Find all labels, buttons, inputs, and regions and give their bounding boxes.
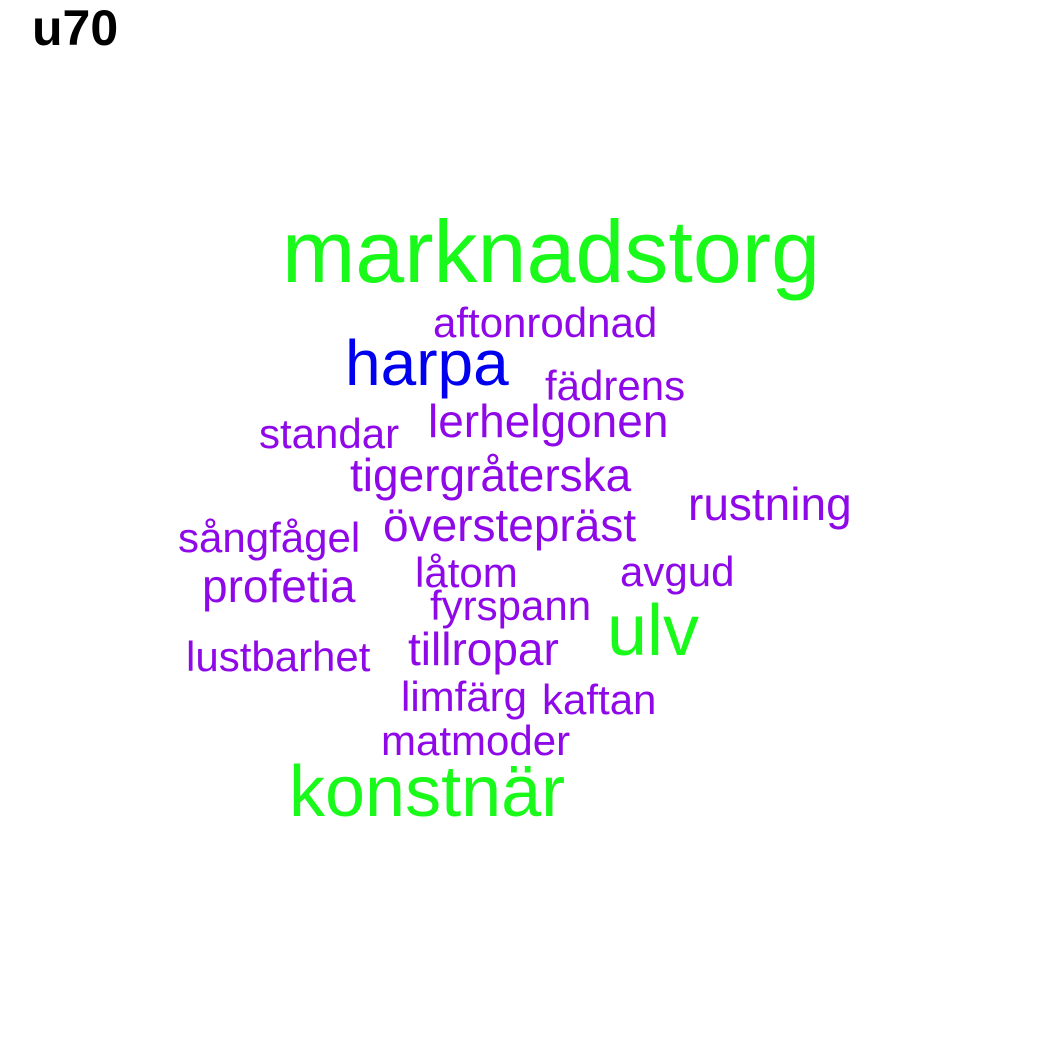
word-marknadstorg: marknadstorg [282,202,821,301]
word-latom: låtom [415,549,518,596]
word-matmoder: matmoder [381,717,571,764]
word-tillropar: tillropar [408,623,559,675]
word-aftonrodnad: aftonrodnad [433,299,658,346]
word-kaftan: kaftan [542,676,657,723]
page-title: u70 [32,0,119,56]
word-limfarg: limfärg [401,673,528,720]
word-avgud: avgud [620,548,735,595]
word-konstnar: konstnär [289,752,566,832]
word-standar: standar [259,410,400,457]
word-profetia: profetia [202,560,356,612]
word-lerhelgonen: lerhelgonen [428,395,669,447]
word-tigergraterska: tigergråterska [350,449,632,501]
word-overstepras: överstepräst [383,499,637,551]
word-ulv: ulv [607,591,700,671]
word-fyrspann: fyrspann [430,582,592,629]
word-lustbarhet: lustbarhet [186,633,371,680]
word-fadrens: fädrens [545,362,686,409]
word-rustning: rustning [688,478,852,530]
word-harpa: harpa [345,327,509,399]
word-sangfagel: sångfågel [178,514,361,561]
